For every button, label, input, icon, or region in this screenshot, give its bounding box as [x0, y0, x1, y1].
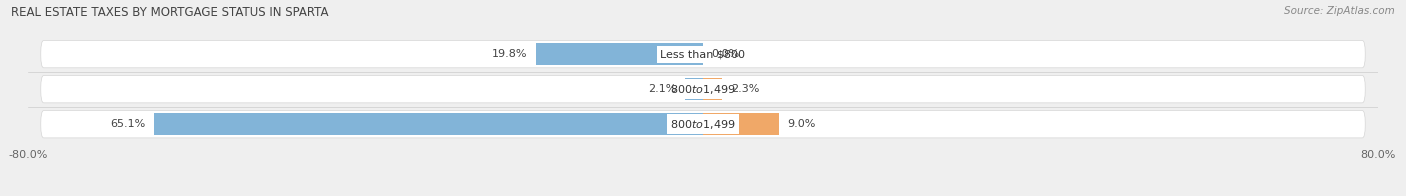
Bar	[703, 78, 723, 100]
Bar	[685, 78, 703, 100]
Text: 2.1%: 2.1%	[648, 84, 676, 94]
Text: $800 to $1,499: $800 to $1,499	[671, 118, 735, 131]
Text: Source: ZipAtlas.com: Source: ZipAtlas.com	[1284, 6, 1395, 16]
Text: 19.8%: 19.8%	[492, 49, 527, 59]
Text: REAL ESTATE TAXES BY MORTGAGE STATUS IN SPARTA: REAL ESTATE TAXES BY MORTGAGE STATUS IN …	[11, 6, 329, 19]
Text: 0.0%: 0.0%	[711, 49, 740, 59]
Text: 65.1%: 65.1%	[110, 119, 145, 129]
FancyBboxPatch shape	[41, 40, 1365, 68]
FancyBboxPatch shape	[41, 111, 1365, 138]
Text: 9.0%: 9.0%	[787, 119, 815, 129]
Text: Less than $800: Less than $800	[661, 49, 745, 59]
Bar	[153, 113, 703, 135]
Bar	[703, 113, 779, 135]
Text: $800 to $1,499: $800 to $1,499	[671, 83, 735, 96]
FancyBboxPatch shape	[41, 75, 1365, 103]
Text: 2.3%: 2.3%	[731, 84, 759, 94]
Bar	[536, 43, 703, 65]
